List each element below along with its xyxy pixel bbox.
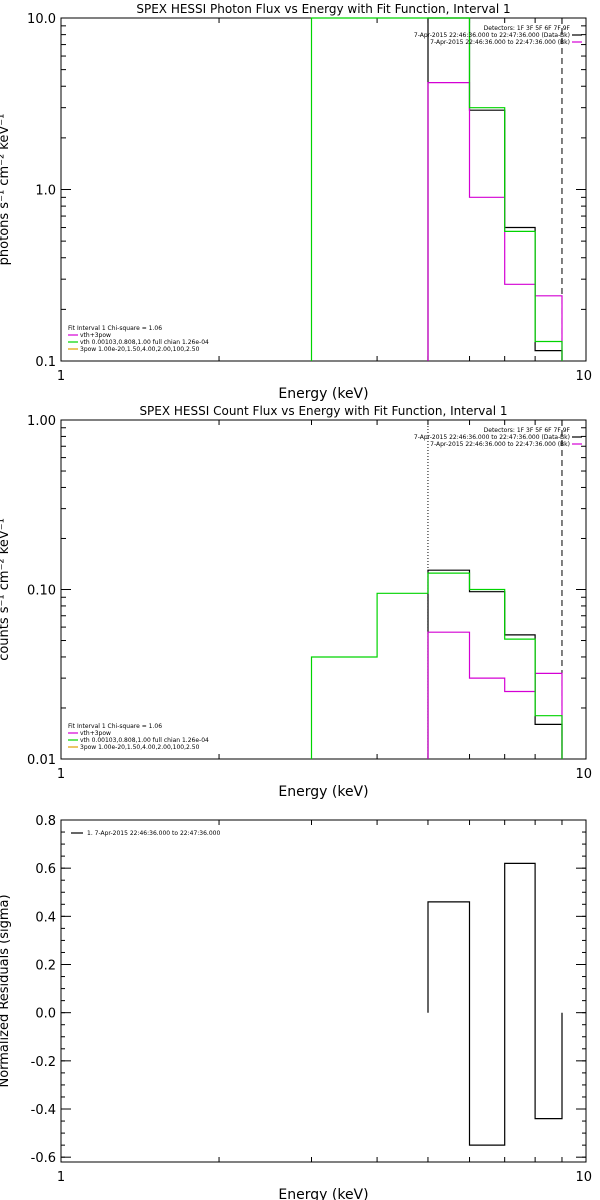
- x-axis-label: Energy (keV): [278, 784, 368, 800]
- y-tick-label: 0.2: [35, 959, 56, 974]
- y-axis-label: photons s⁻¹ cm⁻² keV⁻¹: [0, 114, 12, 266]
- y-axis-label: Normalized Residuals (sigma): [0, 894, 12, 1087]
- y-tick-label: -0.2: [31, 1055, 56, 1070]
- y-tick-label: 0.01: [27, 753, 56, 768]
- x-tick-label: 1: [57, 369, 65, 384]
- x-tick-label: 10: [575, 1170, 592, 1185]
- legend-entry: 3pow 1.00e-20,1.50,4.00,2.00,100,2.50: [80, 744, 200, 751]
- y-tick-label: 0.0: [35, 1007, 56, 1022]
- legend-entry: 7-Apr-2015 22:46:36.000 to 22:47:36.000 …: [414, 434, 570, 441]
- spectrum-plots: SPEX HESSI Photon Flux vs Energy with Fi…: [0, 0, 600, 1200]
- legend-entry: vth+3pow: [80, 730, 111, 737]
- y-tick-label: 0.6: [35, 862, 56, 877]
- step-series-3: [312, 18, 563, 361]
- step-series-1: [428, 863, 562, 1145]
- y-tick-label: -0.6: [31, 1151, 56, 1166]
- plot-frame: [61, 820, 586, 1162]
- plot-frame: [61, 420, 586, 759]
- legend-entry: 7-Apr-2015 22:46:36.000 to 22:47:36.000 …: [414, 32, 570, 39]
- step-series-1: [428, 18, 562, 361]
- legend-entry: 3pow 1.00e-20,1.50,4.00,2.00,100,2.50: [80, 346, 200, 353]
- y-tick-label: 0.4: [35, 910, 56, 925]
- legend-entry: Fit Interval 1 Chi-square = 1.06: [68, 723, 162, 730]
- y-tick-label: 0.10: [27, 584, 56, 599]
- chart-panel-2: SPEX HESSI Count Flux vs Energy with Fit…: [0, 404, 592, 800]
- legend-entry: 1. 7-Apr-2015 22:46:36.000 to 22:47:36.0…: [87, 830, 220, 837]
- y-tick-label: 10.0: [27, 12, 56, 27]
- x-tick-label: 1: [57, 1170, 65, 1185]
- y-tick-label: 0.1: [35, 355, 56, 370]
- y-tick-label: 0.8: [35, 814, 56, 829]
- chart-panel-1: SPEX HESSI Photon Flux vs Energy with Fi…: [0, 2, 592, 402]
- chart-title: SPEX HESSI Count Flux vs Energy with Fit…: [139, 404, 507, 418]
- y-tick-label: 1.00: [27, 414, 56, 429]
- chart-panel-3: 1 10 Energy (keV) -0.6 -0.4 -0.2 0.0 0.2 0.4 0.6 0…: [0, 814, 592, 1200]
- legend-entry: vth+3pow: [80, 332, 111, 339]
- step-series-2: [428, 83, 562, 361]
- x-tick-label: 10: [575, 767, 592, 782]
- legend-entry: Detectors: 1F 3F 5F 6F 7F 9F: [484, 25, 571, 32]
- legend-entry: 7-Apr-2015 22:46:36.000 to 22:47:36.000 …: [430, 39, 570, 46]
- y-tick-label: -0.4: [31, 1103, 56, 1118]
- chart-title: SPEX HESSI Photon Flux vs Energy with Fi…: [136, 2, 510, 16]
- step-series-1: [428, 570, 562, 759]
- plot-frame: [61, 18, 586, 361]
- step-series-3: [312, 573, 563, 759]
- x-tick-label: 1: [57, 767, 65, 782]
- x-tick-label: 10: [575, 369, 592, 384]
- legend-entry: 7-Apr-2015 22:46:36.000 to 22:47:36.000 …: [430, 441, 570, 448]
- legend-entry: Fit Interval 1 Chi-square = 1.06: [68, 325, 162, 332]
- y-tick-label: 1.0: [35, 184, 56, 199]
- legend-entry: Detectors: 1F 3F 5F 6F 7F 9F: [484, 427, 571, 434]
- y-axis-label: counts s⁻¹ cm⁻² keV⁻¹: [0, 518, 12, 661]
- x-axis-label: Energy (keV): [278, 1187, 368, 1200]
- step-series-2: [428, 632, 562, 759]
- x-axis-label: Energy (keV): [278, 386, 368, 402]
- legend-entry: vth 0.00103,0.808,1.00 full chian 1.26e-…: [80, 737, 209, 744]
- legend-entry: vth 0.00103,0.808,1.00 full chian 1.26e-…: [80, 339, 209, 346]
